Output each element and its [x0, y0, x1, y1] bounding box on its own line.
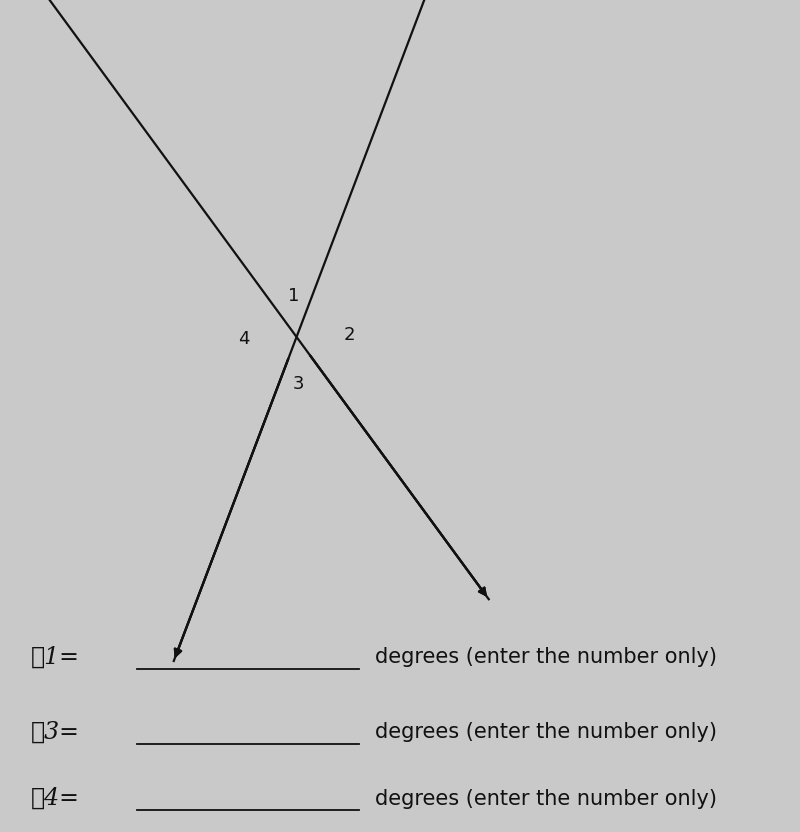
Text: degrees (enter the number only): degrees (enter the number only): [374, 722, 717, 742]
Text: 3: 3: [293, 375, 304, 393]
Text: degrees (enter the number only): degrees (enter the number only): [374, 647, 717, 667]
Text: degrees (enter the number only): degrees (enter the number only): [374, 789, 717, 809]
Text: ∡4=: ∡4=: [31, 787, 80, 810]
Text: ∡3=: ∡3=: [31, 721, 80, 744]
Text: ∡1=: ∡1=: [31, 646, 80, 669]
Text: 4: 4: [238, 330, 250, 348]
Text: 1: 1: [288, 287, 299, 305]
Text: 2: 2: [344, 326, 355, 344]
